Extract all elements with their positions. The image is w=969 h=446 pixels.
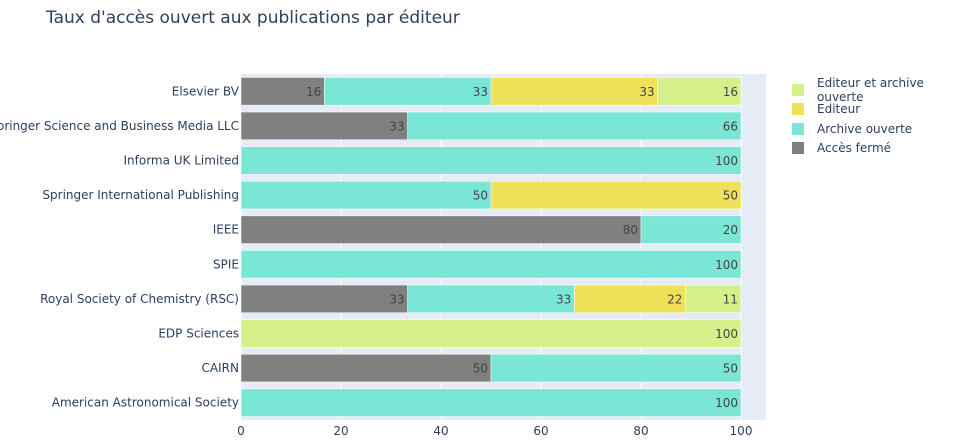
chart-title: Taux d'accès ouvert aux publications par…: [46, 8, 460, 28]
bar-segment: [240, 215, 642, 244]
bar-value-label: 50: [473, 362, 488, 376]
bar-value-label: 33: [473, 85, 488, 99]
bar-value-label: 16: [723, 85, 738, 99]
bar-value-label: 16: [306, 85, 321, 99]
bar-value-label: 66: [723, 119, 738, 133]
bar-segment: [490, 181, 742, 210]
bar-segment: [240, 250, 742, 279]
legend-label: Archive ouverte: [817, 121, 913, 136]
y-tick-label: CAIRN: [202, 361, 239, 375]
y-tick-label: IEEE: [213, 223, 239, 237]
bar-value-label: 50: [723, 362, 738, 376]
legend-label: Editeur: [817, 102, 861, 117]
x-tick-label: 20: [333, 424, 348, 438]
bar-segment: [240, 319, 742, 348]
bar-value-label: 100: [715, 396, 738, 410]
x-tick-label: 40: [433, 424, 448, 438]
bar-value-label: 22: [667, 292, 682, 306]
bar-segment: [490, 77, 658, 106]
x-tick-label: 100: [730, 424, 753, 438]
bar-segment: [240, 181, 492, 210]
legend-label: Editeur et archive ouverte: [817, 75, 924, 104]
y-tick-label: Elsevier BV: [172, 84, 240, 98]
legend-item[interactable]: Editeur et archive ouverte: [792, 76, 969, 104]
bar-segment: [490, 354, 742, 383]
bar-value-label: 50: [473, 189, 488, 203]
bar-value-label: 80: [623, 223, 638, 237]
y-tick-label: Informa UK Limited: [123, 154, 239, 168]
y-tick-label: SPIE: [213, 257, 239, 271]
bar-segment: [240, 354, 492, 383]
bar-value-label: 50: [723, 189, 738, 203]
y-tick-label: Royal Society of Chemistry (RSC): [40, 292, 239, 306]
legend-swatch: [792, 83, 804, 96]
bar-value-label: 11: [723, 292, 738, 306]
legend: Editeur et archive ouverte Editeur Archive…: [792, 76, 969, 159]
legend-swatch: [792, 142, 804, 155]
bar-segment: [240, 146, 742, 175]
bar-value-label: 100: [715, 258, 738, 272]
legend-swatch: [792, 103, 804, 116]
y-tick-label: Springer International Publishing: [42, 188, 239, 202]
y-tick-label: EDP Sciences: [158, 327, 239, 341]
legend-item[interactable]: Archive ouverte: [792, 119, 969, 139]
bar-segment: [407, 111, 742, 140]
legend-item[interactable]: Accès fermé: [792, 139, 969, 159]
y-tick-label: Springer Science and Business Media LLC: [0, 119, 239, 133]
bar-segment: [574, 284, 686, 313]
x-tick-label: 60: [533, 424, 548, 438]
bar-segment: [240, 388, 742, 417]
bar-value-label: 33: [556, 292, 571, 306]
bar-segment: [407, 284, 575, 313]
bar-value-label: 100: [715, 154, 738, 168]
bar-value-label: 33: [639, 85, 654, 99]
bar-segment: [685, 284, 742, 313]
bar-value-label: 100: [715, 327, 738, 341]
legend-item[interactable]: Editeur: [792, 100, 969, 120]
legend-swatch: [792, 122, 804, 135]
legend-label: Accès fermé: [817, 141, 892, 156]
y-tick-label: American Astronomical Society: [52, 396, 239, 410]
x-tick-label: 80: [633, 424, 648, 438]
x-tick-label: 0: [237, 424, 245, 438]
bar-segment: [657, 77, 742, 106]
bar-segment: [324, 77, 492, 106]
bar-value-label: 20: [723, 223, 738, 237]
bar-value-label: 33: [389, 292, 404, 306]
bar-value-label: 33: [389, 119, 404, 133]
bar-segment: [240, 284, 408, 313]
bar-segment: [240, 111, 408, 140]
bar-segment: [240, 77, 325, 106]
bar-segment: [640, 215, 742, 244]
